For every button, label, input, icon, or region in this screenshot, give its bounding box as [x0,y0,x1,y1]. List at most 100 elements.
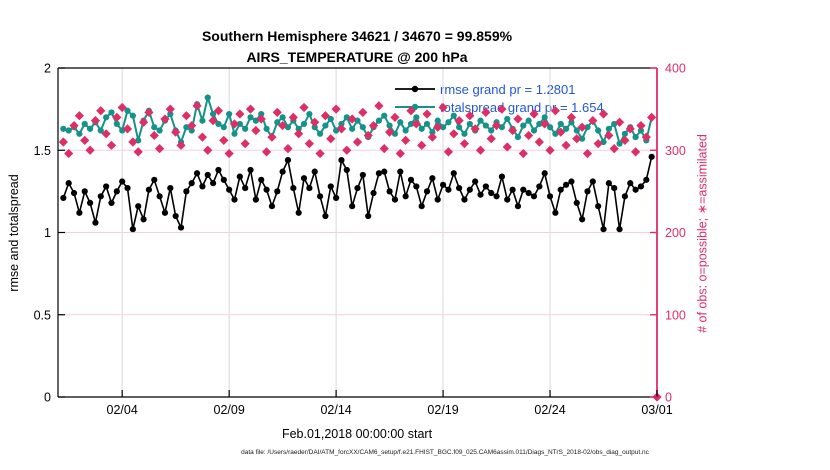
obs-diamond-marker [176,140,186,150]
obs-diamond-marker [331,104,341,114]
legend-item-totalspread: totalspread grand pr = 1.654 [394,98,604,116]
obs-diamond-marker [187,120,197,131]
obs-diamond-marker [261,147,272,157]
obs-diamond-marker [245,104,256,114]
obs-diamond-marker [203,145,213,155]
obs-diamond-marker [384,127,395,137]
axes-frame [57,67,658,398]
obs-diamond-marker [144,107,154,118]
obs-diamond-marker [181,111,191,121]
obs-diamond-marker [64,148,74,159]
obs-diamond-marker [379,144,389,154]
obs-diamond-marker [631,147,641,157]
obs-diamond-marker [69,120,79,131]
obs-diamond-marker [256,114,266,124]
obs-diamond-marker [219,135,229,145]
obs-diamond-marker [454,116,464,126]
obs-diamond-marker [294,129,304,139]
obs-diamond-marker [299,102,309,113]
obs-diamond-marker [160,114,170,124]
obs-diamond-marker [433,122,443,132]
obs-diamond-marker [85,145,95,155]
obs-diamond-marker [229,119,240,129]
obs-diamond-marker [556,127,566,137]
obs-diamond-marker [518,148,528,159]
obs-diamond-marker [315,148,325,159]
legend-label-rmse: rmse grand pr = 1.2801 [440,81,576,97]
obs-diamond-marker [213,106,224,116]
series-rmse [60,153,655,233]
obs-diamond-marker [459,139,470,149]
obs-diamond-marker [197,132,208,142]
obs-diamond-marker [524,130,534,141]
obs-diamond-marker [208,116,218,126]
obs-diamond-marker [74,111,84,121]
obs-diamond-marker [540,119,550,129]
obs-diamond-marker [502,142,512,152]
x-tick-label: 02/19 [427,403,458,417]
obs-diamond-marker [342,145,352,155]
obs-diamond-marker [155,144,165,154]
obs-diamond-marker [620,135,630,145]
obs-diamond-marker [96,106,106,116]
data-file-path: data file: /Users/raeder/DAI/ATM_forcXX/… [241,449,649,456]
legend: rmse grand pr = 1.2801 totalspread grand… [394,80,604,116]
legend-item-rmse: rmse grand pr = 1.2801 [394,80,604,98]
obs-diamond-marker [90,116,101,126]
obs-diamond-marker [593,139,603,149]
obs-diamond-marker [647,112,657,122]
obs-diamond-marker [171,127,181,137]
obs-diamond-marker [368,120,379,131]
rmse-line-sample-icon [395,85,435,93]
obs-diamond-marker [609,144,619,154]
obs-diamond-marker [545,145,555,155]
obs-diamond-marker [411,119,421,129]
left-tick-label: 0 [44,391,51,405]
obs-diamond-marker [122,124,133,134]
x-tick-label: 02/04 [107,403,138,417]
right-tick-label: 200 [665,226,686,240]
obs-diamond-marker [652,392,662,402]
obs-diamond-marker [149,130,159,141]
obs-diamond-marker [106,140,117,150]
right-tick-label: 300 [665,144,686,158]
left-tick-label: 1 [44,226,51,240]
obs-diamond-marker [133,147,143,157]
obs-diamond-marker [283,144,293,154]
obs-diamond-marker [304,139,314,149]
obs-diamond-marker [251,125,261,136]
obs-diamond-marker [336,124,347,134]
right-tick-label: 0 [665,391,672,405]
series-obs_assimilated [58,101,662,402]
obs-diamond-marker [449,129,459,139]
obs-diamond-marker [101,129,111,139]
obs-diamond-marker [363,130,373,141]
x-tick-label: 03/01 [641,403,672,417]
obs-diamond-marker [470,124,480,134]
obs-diamond-marker [577,122,587,132]
obs-diamond-marker [572,134,582,144]
obs-diamond-marker [491,120,502,131]
obs-diamond-marker [588,116,598,126]
obs-diamond-marker [320,111,331,121]
obs-diamond-marker [310,117,320,127]
totalspread-line-sample-icon [395,103,435,111]
obs-diamond-marker [374,101,384,111]
x-tick-label: 02/24 [534,403,565,417]
right-tick-label: 100 [665,308,686,322]
obs-diamond-marker [347,114,357,124]
obs-diamond-marker [358,107,368,118]
obs-diamond-marker [326,134,336,144]
obs-diamond-marker [486,134,496,144]
obs-diamond-marker [475,145,486,155]
obs-diamond-marker [561,140,571,150]
obs-diamond-marker [507,125,518,136]
obs-diamond-marker [443,147,454,157]
obs-diamond-marker [240,139,250,149]
obs-diamond-marker [267,132,277,142]
legend-label-totalspread: totalspread grand pr = 1.654 [440,99,604,115]
obs-diamond-marker [534,137,544,147]
x-tick-label: 02/14 [320,403,351,417]
obs-diamond-marker [138,117,149,127]
